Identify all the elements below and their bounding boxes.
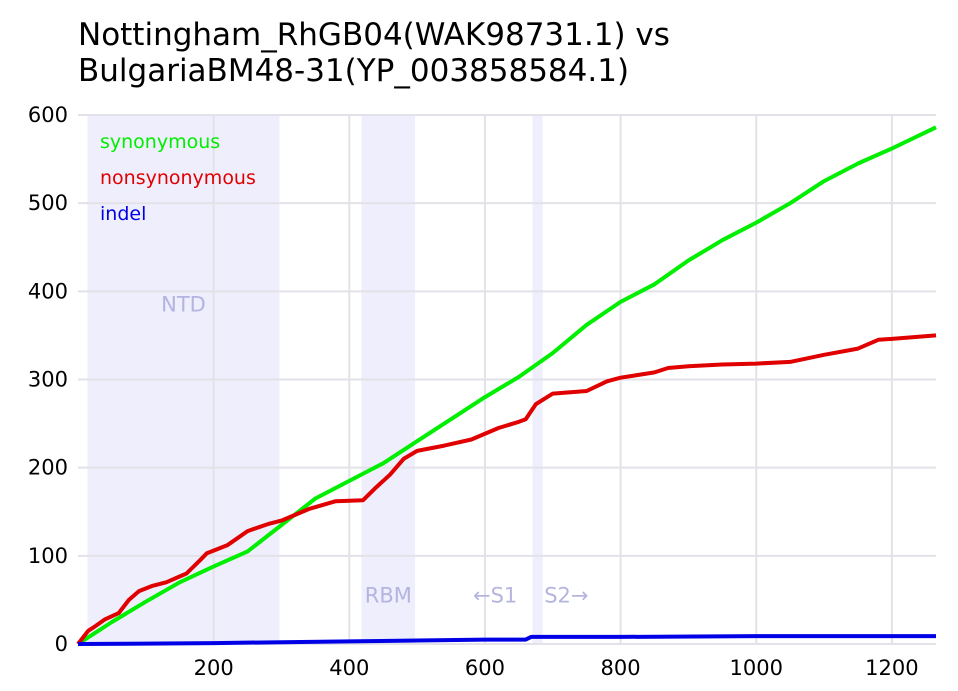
- x-tick-label: 1000: [730, 656, 783, 680]
- legend-item-synonymous: synonymous: [100, 131, 220, 153]
- region-label-rbm: RBM: [365, 584, 412, 608]
- annotation-label-0: ←S1: [473, 584, 517, 608]
- x-axis-ticks: 200 400 600 800 1000 1200: [194, 656, 919, 680]
- legend-item-indel: indel: [100, 203, 146, 225]
- y-tick-label: 200: [28, 456, 68, 480]
- y-tick-label: 300: [28, 368, 68, 392]
- x-tick-label: 800: [601, 656, 641, 680]
- series-line-indel: [77, 634, 936, 646]
- legend-item-nonsynonymous: nonsynonymous: [100, 167, 256, 189]
- y-tick-label: 0: [55, 632, 68, 656]
- series-line-nonsynonymous: [76, 333, 937, 646]
- legend: synonymous nonsynonymous indel: [100, 131, 256, 225]
- region-labels: NTD RBM ←S1 S2→: [161, 293, 588, 608]
- y-tick-label: 400: [28, 279, 68, 303]
- y-tick-label: 100: [28, 544, 68, 568]
- x-tick-label: 400: [329, 656, 369, 680]
- annotation-label-1: S2→: [544, 584, 588, 608]
- y-tick-label: 600: [28, 103, 68, 127]
- y-axis-ticks: 0 100 200 300 400 500 600: [28, 103, 68, 656]
- x-tick-label: 200: [194, 656, 234, 680]
- series-lines: [76, 125, 937, 646]
- x-tick-label: 1200: [865, 656, 918, 680]
- chart-title-line-1: Nottingham_RhGB04(WAK98731.1) vs: [78, 17, 670, 53]
- region-label-ntd: NTD: [161, 293, 206, 317]
- x-tick-label: 600: [465, 656, 505, 680]
- chart-title-line-2: BulgariaBM48-31(YP_003858584.1): [78, 53, 629, 89]
- series-line-synonymous: [76, 125, 937, 646]
- y-tick-label: 500: [28, 191, 68, 215]
